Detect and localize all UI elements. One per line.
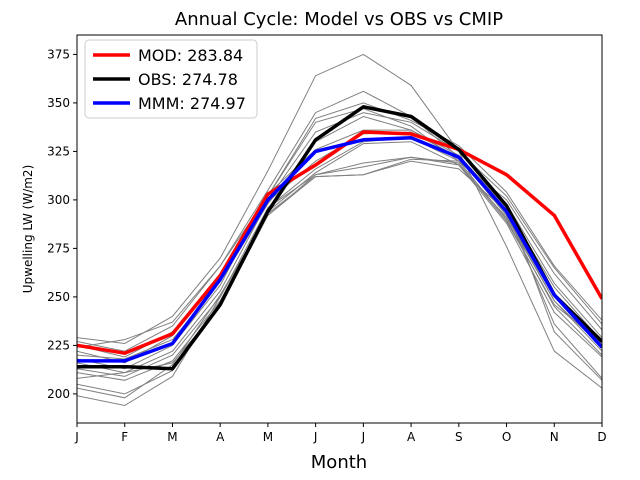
legend-label-mmm: MMM: 274.97 bbox=[138, 94, 246, 113]
mod-series-line bbox=[77, 130, 602, 355]
y-tick-label: 225 bbox=[47, 338, 70, 352]
x-tick-label: O bbox=[502, 430, 511, 444]
x-tick-label: A bbox=[407, 430, 416, 444]
cmip-model-line-10 bbox=[77, 156, 602, 379]
y-tick-label: 375 bbox=[47, 47, 70, 61]
x-tick-label: S bbox=[455, 430, 463, 444]
x-tick-label: F bbox=[121, 430, 128, 444]
cmip-model-line-9 bbox=[77, 141, 602, 381]
y-axis-label: Upwelling LW (W/m2) bbox=[21, 165, 35, 294]
cmip-model-line-8 bbox=[77, 137, 602, 377]
cmip-model-line-1 bbox=[77, 53, 602, 389]
y-axis-ticks: 200 225 250 275 300 325 350 375 bbox=[47, 47, 77, 401]
obs-series-line bbox=[77, 105, 602, 371]
x-tick-label: M bbox=[263, 430, 273, 444]
legend-label-obs: OBS: 274.78 bbox=[138, 70, 238, 89]
cmip-model-line-14 bbox=[77, 102, 602, 348]
x-tick-label: N bbox=[550, 430, 559, 444]
y-tick-label: 325 bbox=[47, 144, 70, 158]
x-axis-label: Month bbox=[311, 452, 367, 473]
cmip-model-line-7 bbox=[77, 131, 602, 374]
legend-label-mod: MOD: 283.84 bbox=[138, 46, 243, 65]
y-tick-label: 275 bbox=[47, 241, 70, 255]
x-tick-label: J bbox=[313, 430, 318, 444]
x-tick-label: D bbox=[597, 430, 606, 444]
y-tick-label: 250 bbox=[47, 290, 70, 304]
y-tick-label: 300 bbox=[47, 193, 70, 207]
plot-frame bbox=[76, 34, 603, 424]
mmm-series-line bbox=[77, 136, 602, 363]
y-tick-label: 350 bbox=[47, 96, 70, 110]
chart-title: Annual Cycle: Model vs OBS vs CMIP bbox=[175, 9, 503, 30]
main-series-lines bbox=[77, 105, 602, 371]
x-tick-label: J bbox=[74, 430, 79, 444]
legend-box bbox=[84, 39, 258, 119]
x-tick-label: M bbox=[167, 430, 177, 444]
x-tick-label: A bbox=[216, 430, 225, 444]
x-tick-label: J bbox=[361, 430, 366, 444]
legend: MOD: 283.84 OBS: 274.78 MMM: 274.97 bbox=[84, 39, 258, 119]
y-tick-label: 200 bbox=[47, 387, 70, 401]
